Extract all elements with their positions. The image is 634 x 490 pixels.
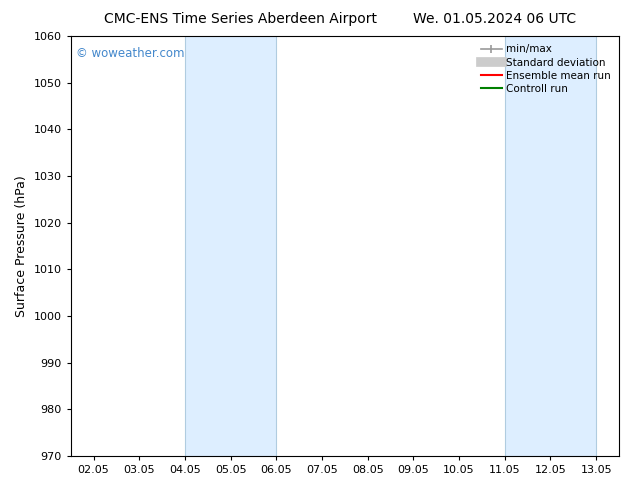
Text: CMC-ENS Time Series Aberdeen Airport: CMC-ENS Time Series Aberdeen Airport — [105, 12, 377, 26]
Bar — [185, 36, 276, 456]
Bar — [505, 36, 596, 456]
Y-axis label: Surface Pressure (hPa): Surface Pressure (hPa) — [15, 175, 28, 317]
Text: © woweather.com: © woweather.com — [76, 47, 184, 60]
Legend: min/max, Standard deviation, Ensemble mean run, Controll run: min/max, Standard deviation, Ensemble me… — [478, 41, 614, 97]
Text: We. 01.05.2024 06 UTC: We. 01.05.2024 06 UTC — [413, 12, 576, 26]
